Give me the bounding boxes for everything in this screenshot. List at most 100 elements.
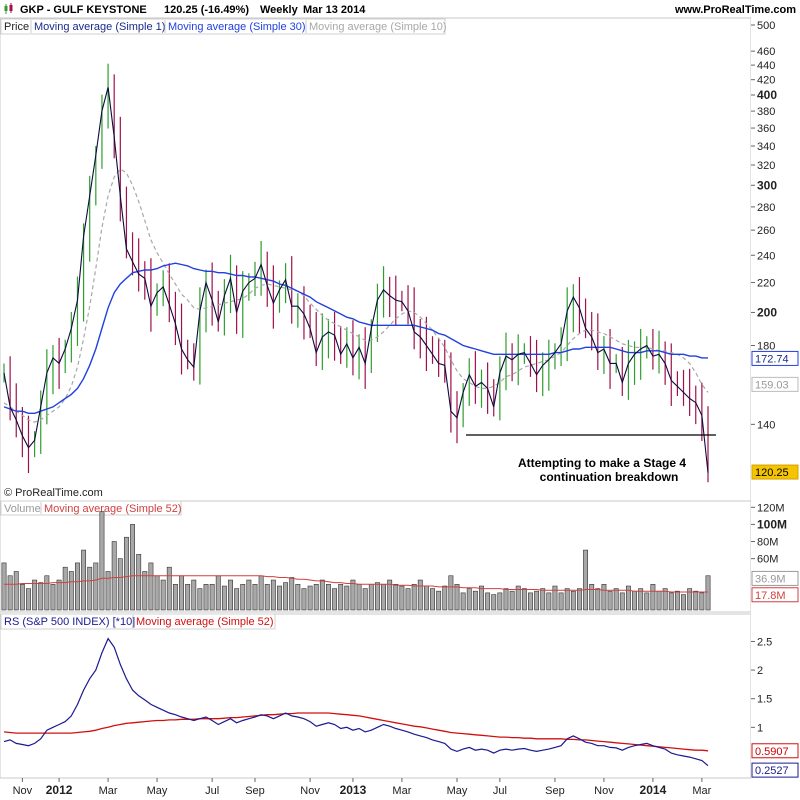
price-tick-label: 500 [757, 20, 775, 32]
volume-bar [111, 541, 117, 611]
volume-bar [203, 584, 209, 611]
volume-bar [172, 584, 178, 611]
price-tick-label: 400 [757, 88, 777, 102]
volume-bar [454, 584, 460, 611]
x-tick-label: Jul [205, 785, 219, 797]
volume-bar [442, 585, 448, 611]
volume-bar [460, 592, 466, 611]
legend-rs: RS (S&P 500 INDEX) [*10] [4, 616, 135, 628]
volume-bar [258, 575, 264, 611]
rs-ma-value-tag-label: 0.5907 [755, 746, 789, 758]
volume-bar [607, 590, 613, 611]
price-tick-label: 420 [757, 75, 775, 87]
price-series [3, 87, 709, 473]
annotation-line-1: Attempting to make a Stage 4 [518, 456, 686, 470]
annotation-line-2: continuation breakdown [540, 470, 679, 484]
volume-bar [123, 536, 129, 611]
site-label: www.ProRealTime.com [674, 4, 796, 16]
volume-bar [515, 585, 521, 611]
price-tick-label: 320 [757, 160, 775, 172]
volume-bar [613, 588, 619, 611]
volume-bar [362, 588, 368, 611]
rs-series [3, 637, 709, 767]
volume-bar [191, 579, 197, 611]
date-label: Mar 13 2014 [303, 4, 366, 16]
volume-bar [44, 575, 50, 611]
price-tick-label: 340 [757, 141, 775, 153]
x-tick-label: Nov [13, 785, 33, 797]
volume-bar [491, 594, 497, 611]
volume-bar [650, 584, 656, 611]
rs-tick-label: 1.5 [757, 694, 772, 706]
volume-bar [209, 584, 215, 611]
volume-bar [313, 584, 319, 611]
legend-price: Price [4, 21, 29, 33]
volume-bar [1, 562, 7, 611]
volume-y-axis: 120M 100M 80M 60M [751, 502, 787, 566]
rs-ma-line [3, 712, 709, 752]
rs-tick-label: 1 [757, 722, 763, 734]
volume-bar [681, 594, 686, 611]
volume-bar [154, 575, 160, 611]
volume-bar [301, 588, 307, 611]
volume-bar [387, 579, 393, 611]
ma30-value-tag [751, 350, 799, 366]
volume-bar [472, 590, 478, 611]
price-tick-label: 220 [757, 278, 775, 290]
ma10-value-tag [751, 376, 799, 392]
volume-legend: Volume Moving average (Simple 52) [0, 500, 182, 516]
price-panel [0, 17, 752, 502]
volume-bar [521, 588, 527, 611]
volume-bar [399, 585, 405, 611]
volume-bar [601, 584, 607, 611]
volume-tick-label: 100M [757, 517, 787, 531]
price-tick-label: 300 [757, 178, 777, 192]
volume-bar [87, 566, 93, 611]
volume-bar [142, 571, 148, 611]
legend-vol-ma: Moving average (Simple 52) [44, 503, 182, 515]
volume-bar [411, 584, 417, 611]
volume-bar [234, 588, 240, 611]
volume-bar [117, 558, 123, 611]
volume-bar [632, 590, 637, 611]
volume-bar [644, 592, 650, 611]
legend-volume: Volume [4, 503, 41, 515]
volume-bar [252, 584, 258, 611]
volume-bar [283, 582, 289, 611]
volume-bar [215, 575, 221, 611]
price-tick-label: 140 [757, 419, 775, 431]
volume-bar [81, 549, 87, 611]
x-tick-label: Nov [594, 785, 614, 797]
volume-bar [577, 588, 582, 611]
volume-ma-value-tag [751, 587, 799, 603]
volume-bar [338, 584, 344, 611]
rs-tick-label: 2 [757, 665, 763, 677]
volume-bar [56, 579, 62, 611]
volume-bar [277, 585, 282, 611]
volume-bar [93, 562, 99, 611]
x-tick-label: Jul [493, 785, 507, 797]
volume-bar [509, 590, 515, 611]
x-axis: Nov 2012 Mar May Jul Sep Nov 2013 Mar May Jul Sep No… [13, 778, 712, 797]
volume-bar [558, 592, 564, 611]
chart-header: GKP - GULF KEYSTONE 120.25 (-16.49%) Wee… [4, 3, 796, 16]
volume-bar [393, 584, 399, 611]
ma1-line [3, 87, 709, 473]
volume-tick-label: 120M [757, 502, 785, 514]
volume-bar [26, 588, 31, 611]
rs-panel [0, 613, 752, 779]
volume-bar [185, 584, 191, 611]
rs-tick-label: 2.5 [757, 636, 772, 648]
volume-bar [332, 588, 338, 611]
x-tick-label: May [447, 785, 468, 797]
x-tick-label: 2014 [640, 783, 667, 797]
ma10-value-tag-label: 159.03 [755, 379, 789, 391]
volume-bar [356, 584, 362, 611]
volume-bar [540, 588, 546, 611]
volume-bar [485, 592, 491, 611]
rs-legend: RS (S&P 500 INDEX) [*10] Moving average … [0, 613, 276, 630]
volume-bar [136, 554, 142, 611]
volume-bar [344, 585, 350, 611]
